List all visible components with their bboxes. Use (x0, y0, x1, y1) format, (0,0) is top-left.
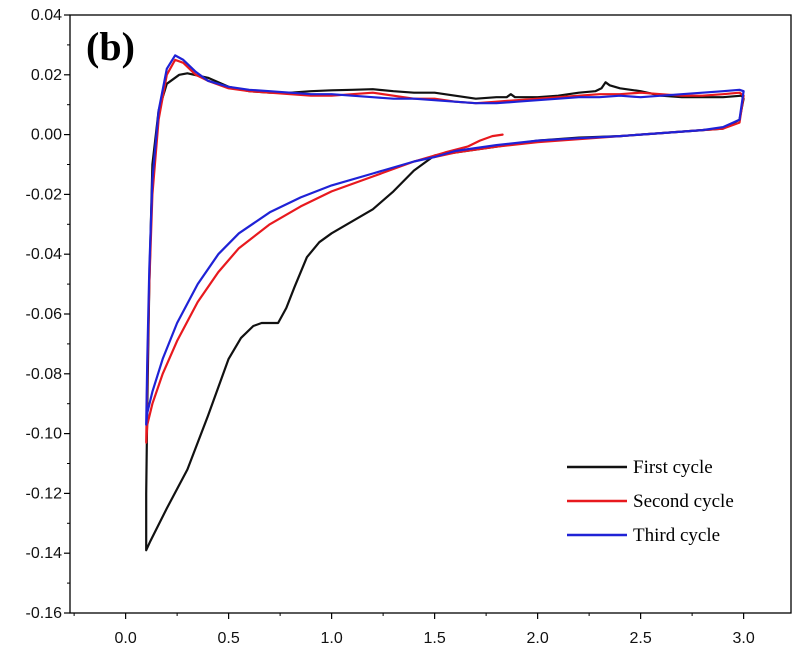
plot-frame (69, 14, 792, 614)
legend-label: Second cycle (633, 491, 734, 512)
x-tick-label: 3.0 (732, 630, 754, 647)
x-tick-label: 2.5 (629, 630, 651, 647)
x-tick-label: 0.5 (217, 630, 239, 647)
y-tick-label: -0.06 (26, 306, 63, 323)
ticks-layer: 0.04 0.02 0.00 -0.02 -0.04 -0.06 -0.08 -0.10 -0.… (26, 7, 755, 647)
y-tick-label: 0.00 (31, 127, 62, 144)
y-tick-label: -0.02 (26, 186, 63, 203)
y-tick-label: -0.10 (26, 426, 63, 443)
legend: First cycle Second cycle Third cycle (567, 457, 734, 546)
series-line-1 (145, 72, 745, 552)
series-layer (145, 54, 745, 552)
y-tick-label: -0.12 (26, 485, 63, 502)
y-tick-label: -0.14 (26, 545, 63, 562)
y-tick-label: -0.16 (26, 605, 63, 622)
legend-label: Third cycle (633, 525, 720, 546)
y-tick-label: -0.04 (26, 246, 63, 263)
y-tick-label: 0.02 (31, 67, 62, 84)
legend-label: First cycle (633, 457, 713, 478)
x-tick-label: 1.5 (423, 630, 445, 647)
x-tick-label: 0.0 (114, 630, 136, 647)
series-line-3 (145, 54, 745, 426)
series-line-2 (145, 58, 745, 444)
panel-label: (b) (86, 24, 135, 69)
y-tick-label: 0.04 (31, 7, 62, 24)
x-tick-label: 2.0 (526, 630, 548, 647)
y-tick-label: -0.08 (26, 366, 63, 383)
x-tick-label: 1.0 (320, 630, 342, 647)
